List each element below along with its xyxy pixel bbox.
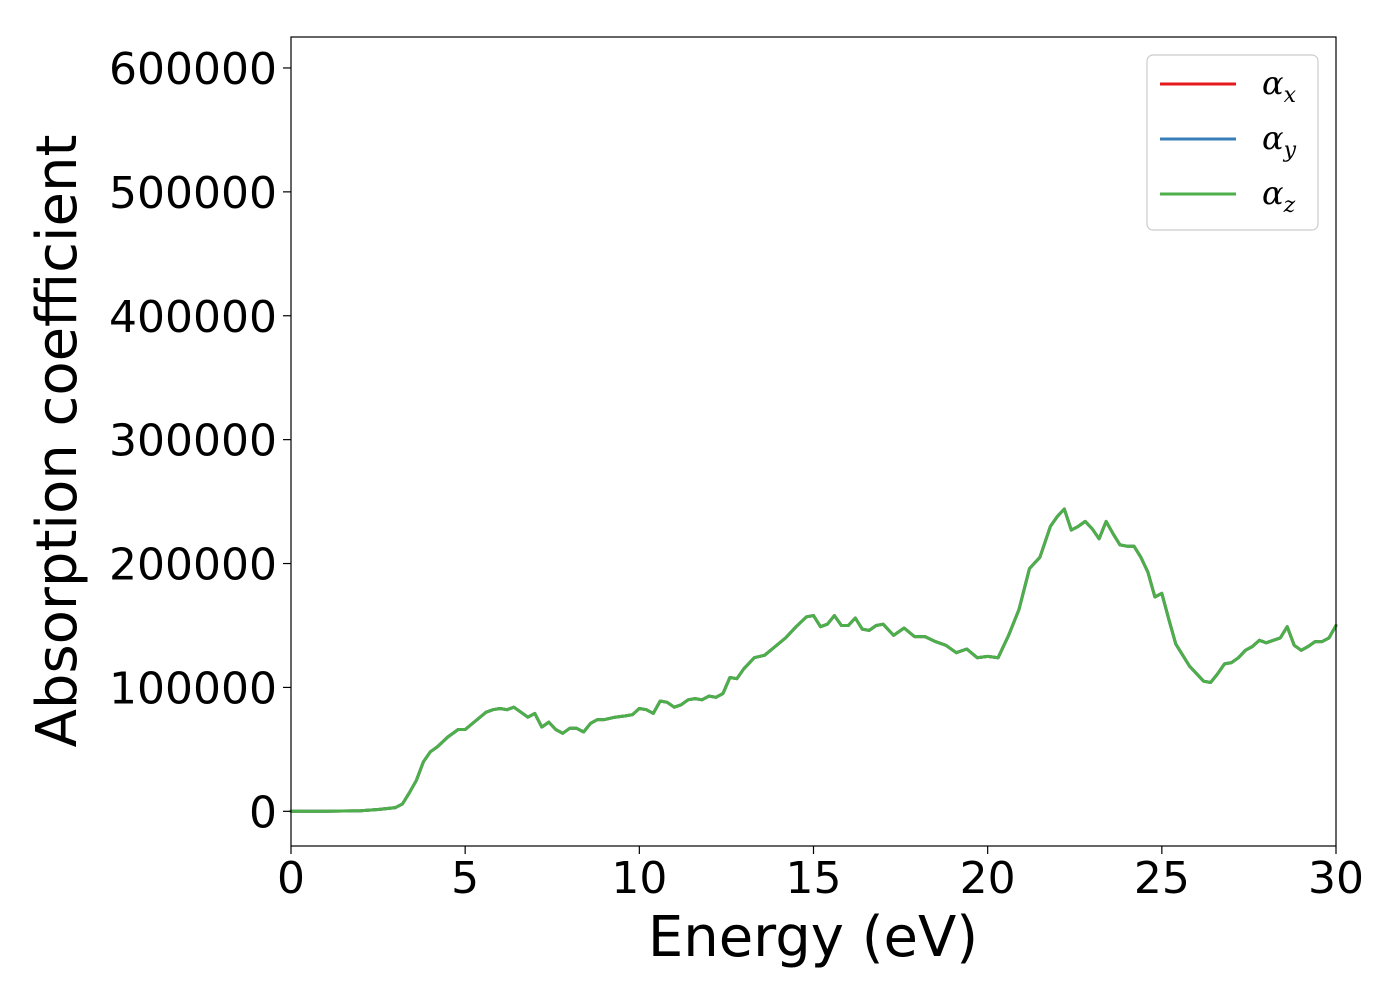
legend-label: αy	[1262, 119, 1297, 163]
y-tick-label: 100000	[109, 663, 277, 714]
x-axis-label: Energy (eV)	[648, 905, 978, 970]
x-tick-label: 25	[1134, 853, 1190, 904]
x-tick-label: 0	[277, 853, 305, 904]
y-tick-label: 500000	[109, 168, 277, 219]
legend: αx αy αz	[1146, 54, 1319, 231]
legend-label: αx	[1262, 64, 1297, 108]
y-tick-label: 400000	[109, 292, 277, 343]
series-line-αx	[289, 507, 1338, 813]
y-axis-label: Absorption coefficient	[25, 135, 90, 748]
legend-box	[1146, 54, 1319, 231]
x-tick-label: 10	[611, 853, 667, 904]
legend-label: αz	[1262, 174, 1296, 218]
x-axis: 0 5 10 15 20 25 30	[277, 846, 1364, 904]
x-tick-label: 20	[960, 853, 1016, 904]
y-tick-label: 600000	[109, 44, 277, 95]
series-line-αz	[289, 507, 1338, 813]
series-line-αy	[289, 507, 1338, 813]
y-axis: 0 100000 200000 300000 400000 500000 600000	[109, 44, 291, 838]
y-tick-label: 300000	[109, 416, 277, 467]
y-tick-label: 0	[249, 787, 277, 838]
x-tick-label: 30	[1308, 853, 1364, 904]
series-layer	[289, 507, 1338, 813]
x-tick-label: 5	[451, 853, 479, 904]
x-tick-label: 15	[786, 853, 842, 904]
y-tick-label: 200000	[109, 540, 277, 591]
